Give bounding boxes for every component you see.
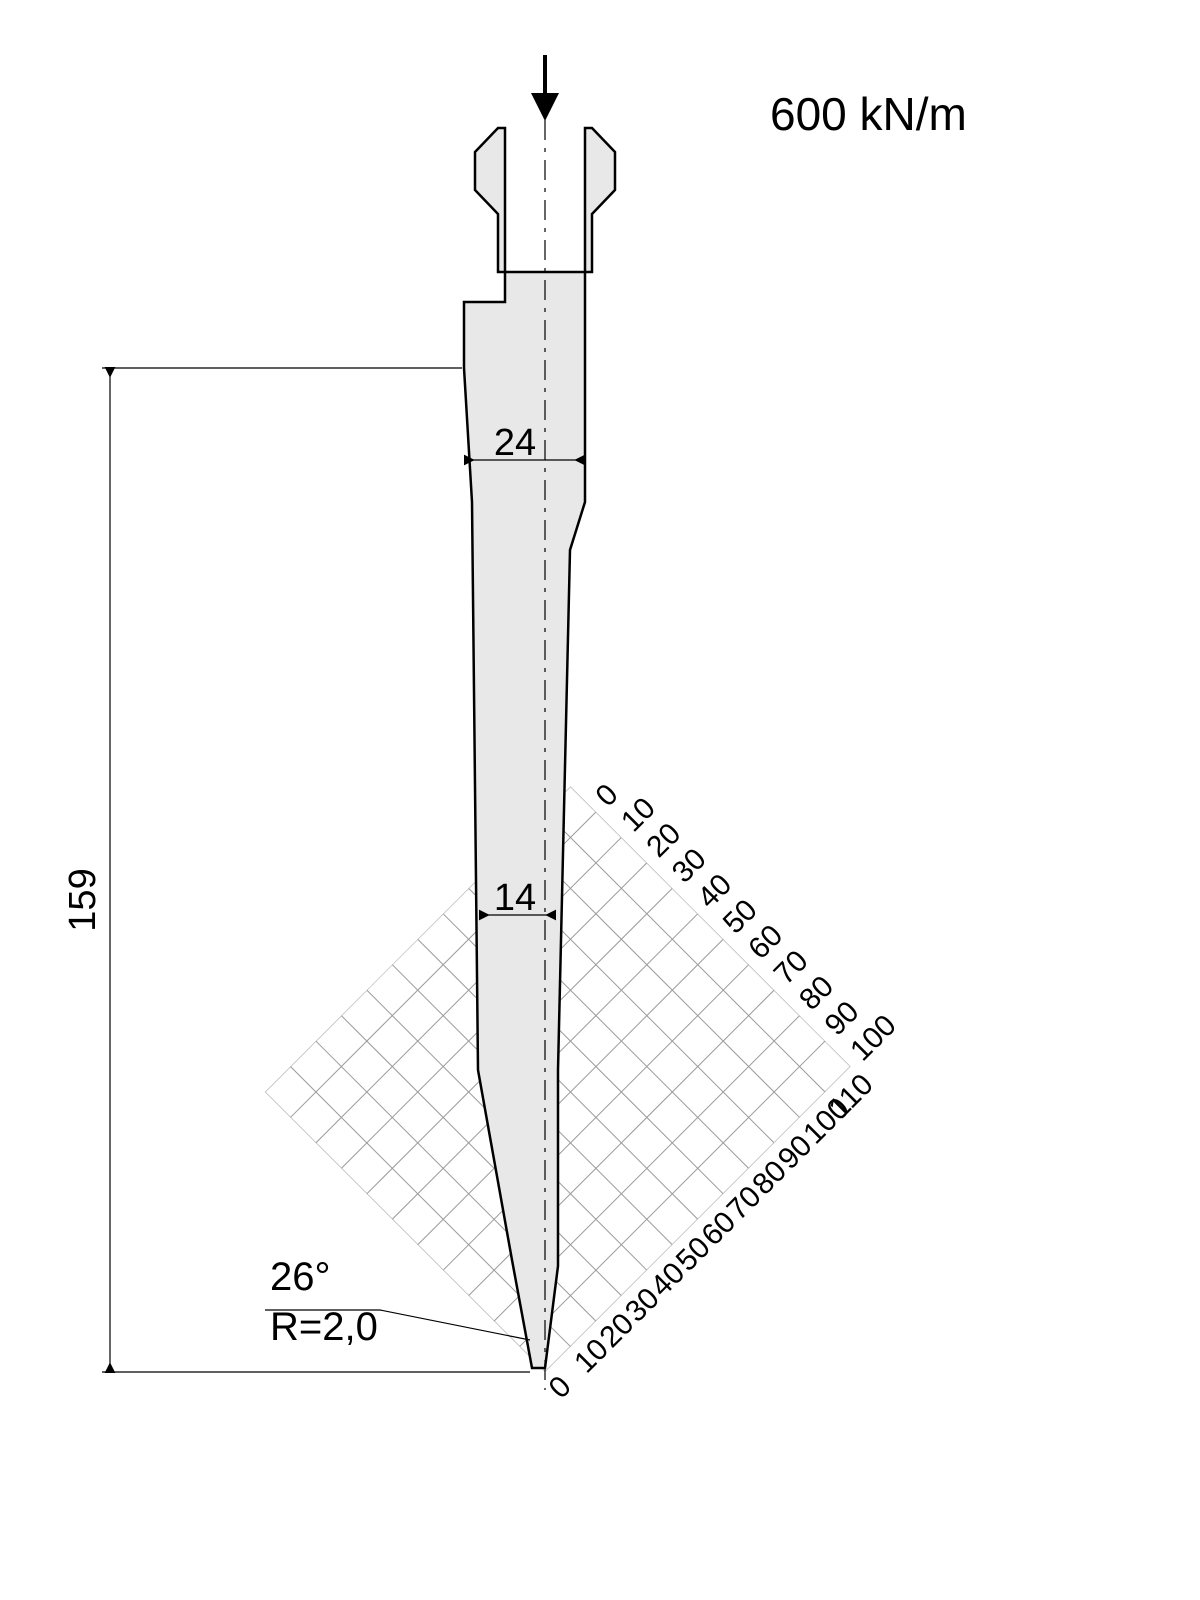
lower-width-value: 14 bbox=[494, 877, 536, 919]
upper-width-value: 24 bbox=[494, 422, 536, 464]
height-value: 159 bbox=[62, 868, 104, 931]
grid-scale-upper: 1009080706050403020100 bbox=[590, 778, 903, 1068]
drawing-canvas: 600 kN/m 159 24 14 26° R=2,0 10090807060… bbox=[0, 0, 1200, 1600]
grid-scale-lower: 0102030405060708090100110 bbox=[543, 1068, 880, 1405]
punch-tool-profile bbox=[464, 128, 615, 1368]
tip-radius-value: R=2,0 bbox=[270, 1305, 378, 1349]
svg-text:0: 0 bbox=[543, 1370, 578, 1405]
height-dimension bbox=[102, 368, 530, 1372]
diagram-svg: 600 kN/m 159 24 14 26° R=2,0 10090807060… bbox=[0, 0, 1200, 1600]
force-arrow bbox=[531, 55, 559, 121]
load-label: 600 kN/m bbox=[770, 88, 967, 140]
tip-angle-value: 26° bbox=[270, 1255, 331, 1299]
svg-text:0: 0 bbox=[590, 778, 625, 813]
